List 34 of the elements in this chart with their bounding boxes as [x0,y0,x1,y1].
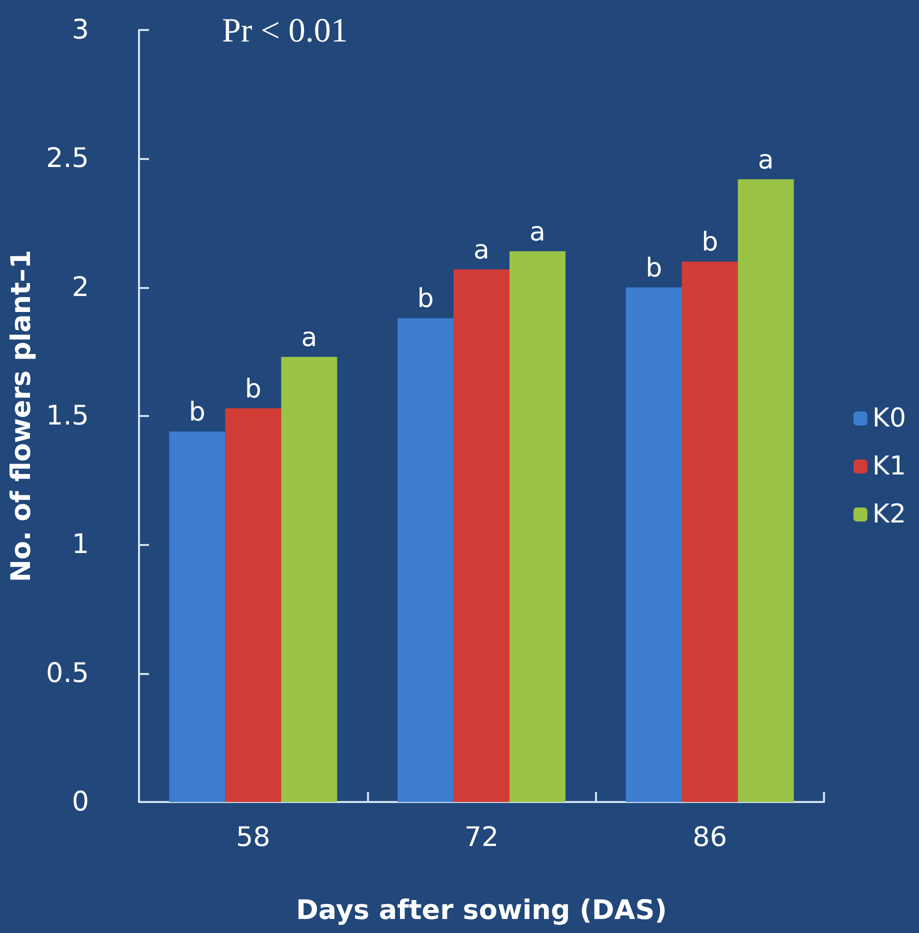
bar [398,318,454,802]
legend-label: K2 [872,500,906,530]
data-label: b [417,284,434,314]
bar [682,262,738,802]
bar [738,179,794,802]
data-label: b [646,253,662,284]
bar [281,356,338,802]
y-tick-label: 1.5 [46,400,89,432]
x-tick-label: 72 [464,822,499,853]
x-axis-title: Days after sowing (DAS) [296,895,667,926]
annotation: Pr < 0.01 [222,12,348,50]
x-tick-label: 58 [236,822,270,853]
bar [225,408,282,802]
data-label: a [758,145,774,176]
bar [169,431,226,802]
y-tick-label: 2 [72,272,89,303]
data-label: a [530,217,546,248]
y-tick-label: 1 [72,529,89,560]
y-tick-label: 3 [72,14,89,46]
y-tick-label: 0 [72,786,89,818]
y-axis-title: No. of flowers plant–1 [6,250,38,582]
data-label: b [188,397,206,428]
data-label: a [474,235,490,266]
data-label: b [702,228,718,258]
x-tick-label: 86 [692,822,728,853]
legend-label: K0 [872,404,906,434]
legend-label: K1 [872,452,906,482]
bar [626,287,682,802]
y-tick-label: 0.5 [46,658,89,689]
bar [454,269,510,802]
bar [510,251,566,802]
y-tick-label: 2.5 [46,143,89,174]
data-label: a [301,322,318,353]
data-label: b [244,374,262,404]
